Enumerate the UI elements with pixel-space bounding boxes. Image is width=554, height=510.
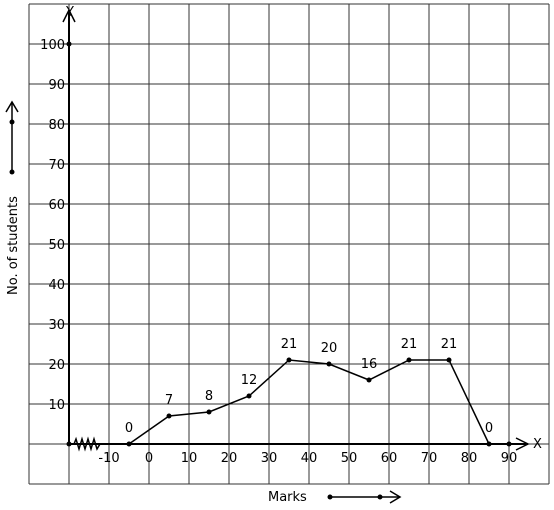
data-point bbox=[286, 357, 292, 363]
x-axis-title: Marks bbox=[268, 490, 307, 505]
origin-dot bbox=[66, 441, 72, 447]
x-axis-letter: X bbox=[533, 437, 542, 452]
x-tick-label: 20 bbox=[221, 451, 238, 466]
y-direction-arrow-head bbox=[5, 100, 19, 113]
y-tick-label: 60 bbox=[48, 198, 65, 213]
x-axis-arrow bbox=[515, 437, 530, 451]
data-label: 21 bbox=[401, 337, 418, 352]
x-tick-label: 30 bbox=[261, 451, 278, 466]
data-label: 0 bbox=[485, 421, 493, 436]
data-label: 8 bbox=[205, 389, 213, 404]
x-tick-label: -10 bbox=[98, 451, 119, 466]
x-tick-label: 0 bbox=[145, 451, 153, 466]
y-axis-title: No. of students bbox=[6, 196, 21, 295]
data-point bbox=[246, 393, 252, 399]
data-label: 12 bbox=[241, 373, 258, 388]
data-point bbox=[166, 413, 172, 419]
data-point bbox=[446, 357, 452, 363]
data-label: 7 bbox=[165, 393, 173, 408]
x-tick-label: 50 bbox=[341, 451, 358, 466]
x-tick-label: 90 bbox=[501, 451, 518, 466]
y-tick-label: 70 bbox=[48, 158, 65, 173]
x-tick-label: 40 bbox=[301, 451, 318, 466]
y-tick-label: 10 bbox=[48, 398, 65, 413]
y-tick-label: 100 bbox=[40, 38, 65, 53]
y-tick-label: 20 bbox=[48, 358, 65, 373]
data-point bbox=[206, 409, 212, 415]
data-point bbox=[406, 357, 412, 363]
y-tick-label: 40 bbox=[48, 278, 65, 293]
data-label: 21 bbox=[281, 337, 298, 352]
x-axis-end-dot bbox=[506, 441, 512, 447]
axis-titles: X Y Marks No. of students bbox=[6, 5, 542, 505]
x-tick-label: 10 bbox=[181, 451, 198, 466]
data-point bbox=[366, 377, 372, 383]
x-direction-arrow-head bbox=[389, 490, 402, 504]
grid bbox=[28, 3, 550, 485]
data-label: 0 bbox=[125, 421, 133, 436]
data-label: 20 bbox=[321, 341, 338, 356]
y-tick-label: 50 bbox=[48, 238, 65, 253]
x-tick-label: 60 bbox=[381, 451, 398, 466]
series-line bbox=[128, 359, 490, 445]
data-point bbox=[486, 441, 492, 447]
data-label: 16 bbox=[361, 357, 378, 372]
y-tick-label: 80 bbox=[48, 118, 65, 133]
data-point bbox=[126, 441, 132, 447]
y-axis-arrow bbox=[62, 8, 76, 23]
x-tick-label: 70 bbox=[421, 451, 438, 466]
axes bbox=[5, 8, 530, 504]
y-tick-label: 30 bbox=[48, 318, 65, 333]
y-tick-label: 90 bbox=[48, 78, 65, 93]
series: 0 7 8 12 21 20 16 21 21 0 bbox=[125, 337, 493, 447]
data-label: 21 bbox=[441, 337, 458, 352]
axis-break-mark bbox=[73, 436, 101, 452]
data-point bbox=[326, 361, 332, 367]
x-tick-label: 80 bbox=[461, 451, 478, 466]
y-axis-letter: Y bbox=[65, 5, 74, 20]
